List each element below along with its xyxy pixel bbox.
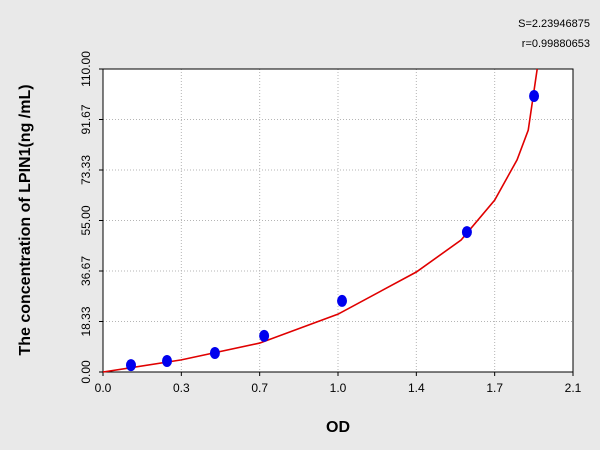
fit-curve bbox=[102, 68, 538, 373]
y-tick-label: 0.00 bbox=[79, 360, 93, 384]
data-point bbox=[529, 89, 540, 102]
x-axis-title: OD bbox=[326, 419, 350, 436]
x-tick-label: 0.0 bbox=[95, 381, 112, 395]
y-tick-label: 73.33 bbox=[79, 155, 93, 185]
plot-border bbox=[102, 68, 574, 373]
data-point bbox=[209, 346, 220, 359]
y-axis-title: The concentration of LPIN1(ng /mL) bbox=[17, 84, 34, 355]
annotation: S=2.23946875 bbox=[518, 18, 590, 30]
y-tick-label: 110.00 bbox=[79, 51, 93, 87]
y-tick-label: 55.00 bbox=[79, 205, 93, 235]
x-tick-label: 1.4 bbox=[408, 381, 425, 395]
x-tick-label: 1.7 bbox=[486, 381, 503, 395]
y-tick-label: 91.67 bbox=[79, 104, 93, 134]
x-tick-label: 0.3 bbox=[173, 381, 190, 395]
data-point bbox=[259, 329, 270, 342]
data-point bbox=[125, 359, 136, 372]
y-tick-label: 36.67 bbox=[79, 256, 93, 286]
data-point bbox=[162, 354, 173, 367]
annotation: r=0.99880653 bbox=[522, 38, 590, 50]
data-point bbox=[337, 294, 348, 307]
x-tick-label: 1.0 bbox=[330, 381, 347, 395]
x-tick-label: 2.1 bbox=[565, 381, 582, 395]
x-tick-label: 0.7 bbox=[251, 381, 268, 395]
data-point bbox=[461, 226, 472, 239]
y-tick-label: 18.33 bbox=[79, 306, 93, 336]
